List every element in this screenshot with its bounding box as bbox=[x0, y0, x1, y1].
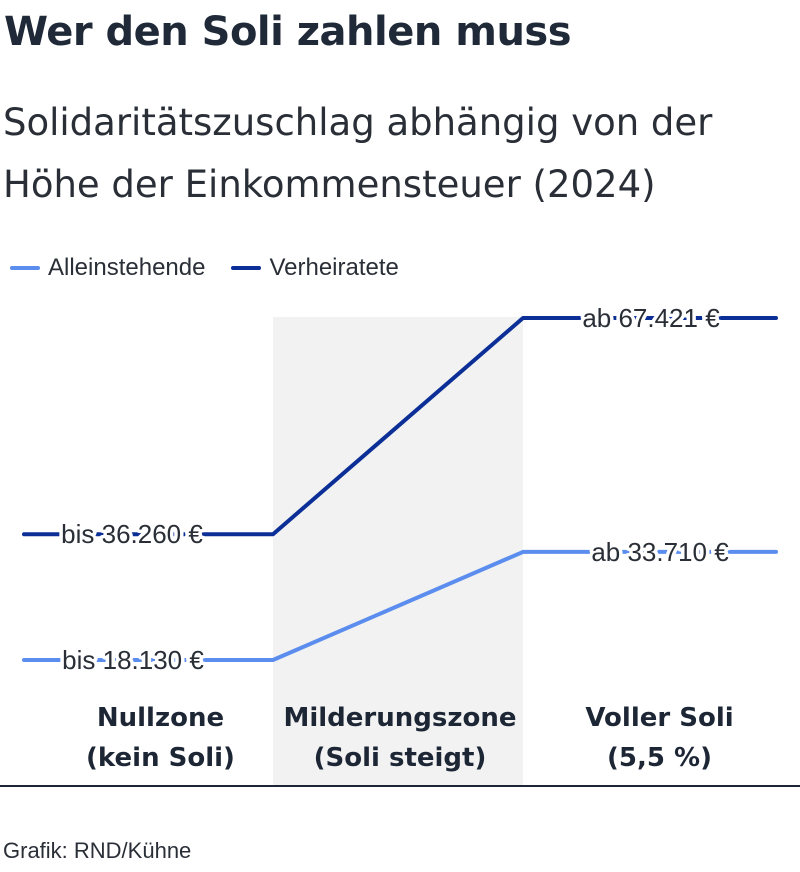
soli-zone-chart: bis 18.130 € ab 33.710 € bis 36.260 € ab 67… bbox=[22, 300, 778, 785]
source-credit: Grafik: RND/Kühne bbox=[3, 838, 192, 863]
legend-item-alleinstehende: Alleinstehende bbox=[0, 254, 205, 282]
legend-swatch-alleinstehende bbox=[10, 266, 40, 270]
series-line-alleinstehende bbox=[22, 549, 778, 662]
value-label-alleinstehende-end: ab 33.710 € bbox=[591, 537, 729, 567]
legend-label-verheiratete: Verheiratete bbox=[269, 254, 399, 281]
chart-title: Wer den Soli zahlen muss bbox=[4, 9, 572, 55]
zone-label-1-line-1: Nullzone bbox=[97, 703, 224, 733]
zone-label-3-line-1: Voller Soli bbox=[585, 703, 733, 733]
chart-subtitle: Solidaritätszuschlag abhängig von der Hö… bbox=[3, 101, 713, 206]
zone-label-2-line-1: Milderungszone bbox=[283, 703, 516, 733]
value-label-verheiratete-start: bis 36.260 € bbox=[61, 519, 203, 549]
legend-label-alleinstehende: Alleinstehende bbox=[48, 254, 206, 281]
series-line-verheiratete bbox=[22, 316, 778, 537]
chart-baseline bbox=[0, 785, 800, 787]
milderungszone-shading bbox=[273, 317, 523, 785]
zone-label-2-line-2: (Soli steigt) bbox=[314, 743, 487, 773]
value-label-alleinstehende-start: bis 18.130 € bbox=[62, 645, 204, 675]
zone-label-3-line-2: (5,5 %) bbox=[607, 743, 712, 773]
value-label-verheiratete-end: ab 67.421 € bbox=[582, 303, 720, 333]
legend-item-verheiratete: Verheiratete bbox=[219, 254, 399, 282]
zone-label-1-line-2: (kein Soli) bbox=[86, 743, 235, 773]
legend-swatch-verheiratete bbox=[231, 266, 262, 270]
legend: Alleinstehende Verheiratete bbox=[0, 252, 413, 284]
